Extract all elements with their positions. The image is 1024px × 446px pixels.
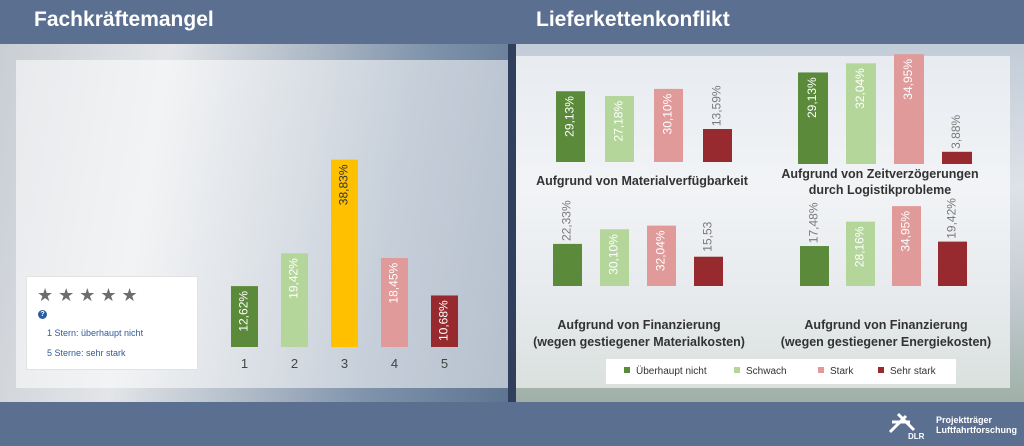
legend-swatch [624,367,630,374]
chart-legend: Überhaupt nicht Schwach Stark Sehr stark [606,359,956,384]
legend-swatch [878,367,884,374]
right-section-title: Lieferkettenkonflikt [536,8,730,31]
left-section-title: Fachkräftemangel [34,8,214,31]
legend-swatch [734,367,740,374]
rating-legend-line1: 1 Stern: überhaupt nicht [47,328,144,338]
dlr-logo-mark: DLR [908,432,925,441]
rating-legend-line2: 5 Sterne: sehr stark [47,348,126,358]
legend-item-2: Schwach [734,366,787,377]
bottom-bar [0,402,1024,446]
dlr-logo-icon[interactable] [884,408,1014,442]
top-bar [0,0,1024,44]
star-rating[interactable]: ★★★★★ [37,285,143,305]
logo-caption: Projektträger Luftfahrtforschung [936,415,1017,435]
logo-line1: Projektträger [936,415,993,425]
rating-widget: ★★★★★ ? 1 Stern: überhaupt nicht 5 Stern… [26,276,198,370]
legend-swatch [818,367,824,374]
help-icon[interactable]: ? [38,310,47,319]
legend-label: Schwach [746,366,787,377]
legend-item-4: Sehr stark [878,366,936,377]
right-overlay [516,56,1010,388]
legend-label: Überhaupt nicht [636,366,707,377]
logo-line2: Luftfahrtforschung [936,425,1017,435]
legend-item-3: Stark [818,366,853,377]
legend-item-1: Überhaupt nicht [624,366,707,377]
panel-divider [508,44,516,402]
legend-label: Sehr stark [890,366,936,377]
legend-label: Stark [830,366,854,377]
